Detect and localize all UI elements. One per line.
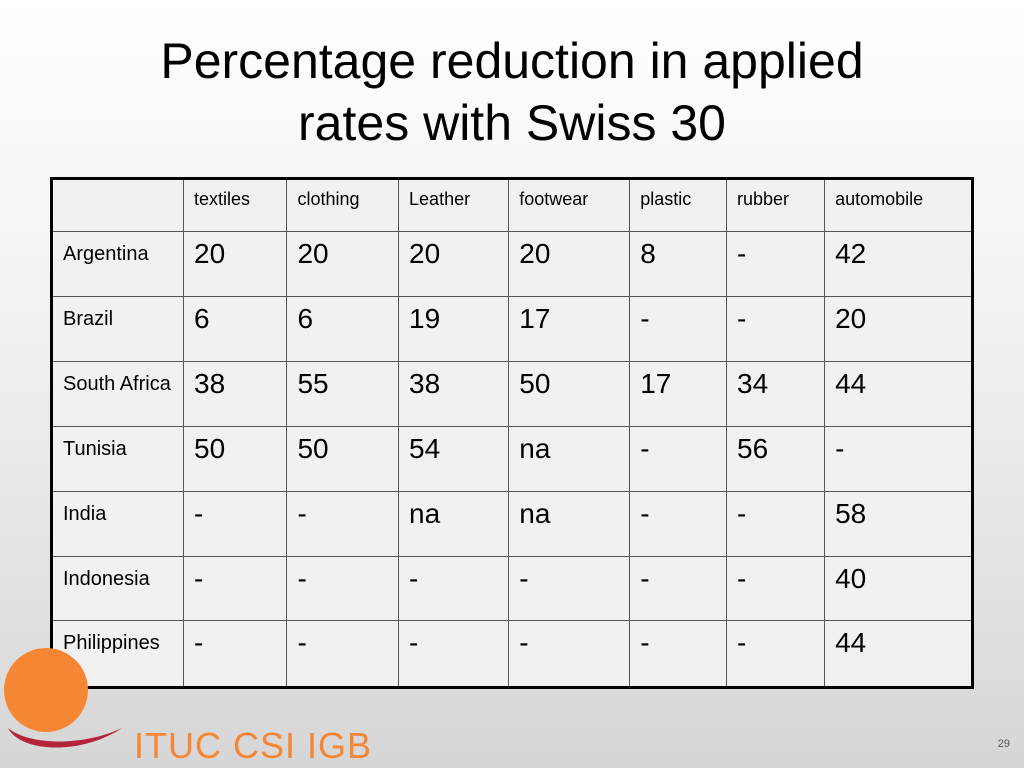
table-cell: 20: [824, 296, 973, 362]
table-cell: -: [824, 425, 973, 492]
row-header: South Africa: [51, 360, 184, 427]
table-cell: -: [629, 425, 727, 492]
table-cell: 40: [824, 555, 973, 622]
table-corner-cell: [51, 177, 184, 233]
table-cell: -: [629, 490, 727, 557]
table-cell: na: [508, 425, 631, 492]
table-cell: 38: [182, 360, 288, 427]
table-cell: na: [508, 490, 631, 557]
ituc-logo-text: ITUC CSI IGB: [134, 725, 373, 766]
table-row: South Africa 38 55 38 50 17 34 44: [51, 360, 973, 427]
table-cell: 20: [508, 231, 631, 298]
row-header: Brazil: [51, 296, 184, 362]
table-cell: -: [182, 555, 288, 622]
table-cell: -: [286, 490, 400, 557]
column-header: textiles: [182, 177, 288, 233]
table-cell: -: [629, 620, 727, 688]
table-cell: 8: [629, 231, 727, 298]
rates-table: textiles clothing Leather footwear plastic ru…: [50, 177, 974, 689]
column-header: Leather: [398, 177, 510, 233]
table-cell: -: [398, 620, 510, 688]
table-cell: 6: [182, 296, 288, 362]
table-cell: 38: [398, 360, 510, 427]
table-cell: 54: [398, 425, 510, 492]
table-cell: 50: [286, 425, 400, 492]
table-cell: 56: [725, 425, 826, 492]
table-cell: na: [398, 490, 510, 557]
column-header: clothing: [286, 177, 400, 233]
table-cell: 50: [508, 360, 631, 427]
row-header: Indonesia: [51, 555, 184, 622]
table-cell: 17: [629, 360, 727, 427]
slide-title-line-1: Percentage reduction in applied: [160, 33, 864, 89]
table-cell: -: [508, 555, 631, 622]
ituc-logo-circle: [4, 648, 88, 732]
table-cell: -: [725, 231, 826, 298]
table-cell: -: [725, 296, 826, 362]
table-cell: 17: [508, 296, 631, 362]
table-row: Tunisia 50 50 54 na -56-: [51, 425, 973, 492]
table-cell: -: [725, 555, 826, 622]
table-row: India - - na na - -58: [51, 490, 973, 557]
table-row: Indonesia - - - - - -40: [51, 555, 973, 622]
table-cell: 20: [286, 231, 400, 298]
table-cell: -: [182, 620, 288, 688]
table-cell: 55: [286, 360, 400, 427]
table-cell: 19: [398, 296, 510, 362]
table-cell: -: [725, 620, 826, 688]
ituc-logo-swoosh-icon: [8, 728, 122, 748]
table-cell: 44: [824, 360, 973, 427]
table-cell: 34: [725, 360, 826, 427]
table-cell: -: [725, 490, 826, 557]
slide-title-line-2: rates with Swiss 30: [298, 95, 726, 151]
column-header: automobile: [824, 177, 973, 233]
table-row: Brazil 6 6 19 17- -20: [51, 296, 973, 362]
row-header: India: [51, 490, 184, 557]
table-cell: 50: [182, 425, 288, 492]
table-header-row: textiles clothing Leather footwear plastic ru…: [51, 177, 973, 233]
table-cell: -: [508, 620, 631, 688]
table-row: Argentina 20 20 20 20 8-42: [51, 231, 973, 298]
table-cell: -: [398, 555, 510, 622]
slide-title: Percentage reduction in applied rates wi…: [0, 30, 1024, 154]
table-cell: -: [286, 555, 400, 622]
table-cell: -: [629, 555, 727, 622]
column-header: footwear: [508, 177, 631, 233]
column-header: rubber: [725, 177, 826, 233]
table-cell: -: [182, 490, 288, 557]
table-cell: 58: [824, 490, 973, 557]
table-cell: -: [286, 620, 400, 688]
table-cell: 6: [286, 296, 400, 362]
row-header: Argentina: [51, 231, 184, 298]
column-header: plastic: [629, 177, 727, 233]
row-header: Tunisia: [51, 425, 184, 492]
table-cell: -: [629, 296, 727, 362]
table-cell: 44: [824, 620, 973, 688]
table-cell: 20: [398, 231, 510, 298]
page-number: 29: [997, 738, 1010, 750]
table-cell: 20: [182, 231, 288, 298]
table-row: Philippines - - - - - -44: [51, 620, 973, 688]
table-cell: 42: [824, 231, 973, 298]
